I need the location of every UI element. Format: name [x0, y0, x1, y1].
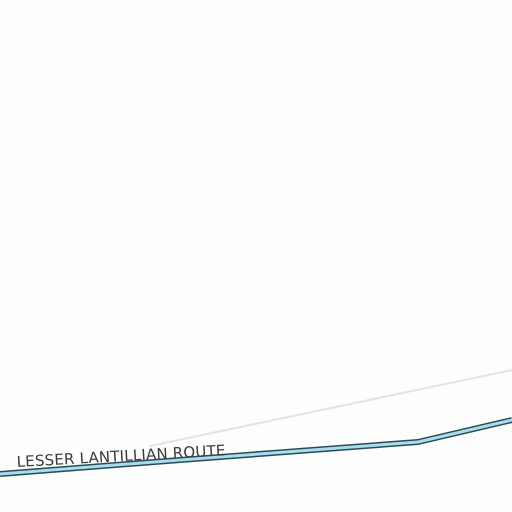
secondary-route-line: [149, 369, 512, 447]
route-line[interactable]: [0, 418, 512, 476]
